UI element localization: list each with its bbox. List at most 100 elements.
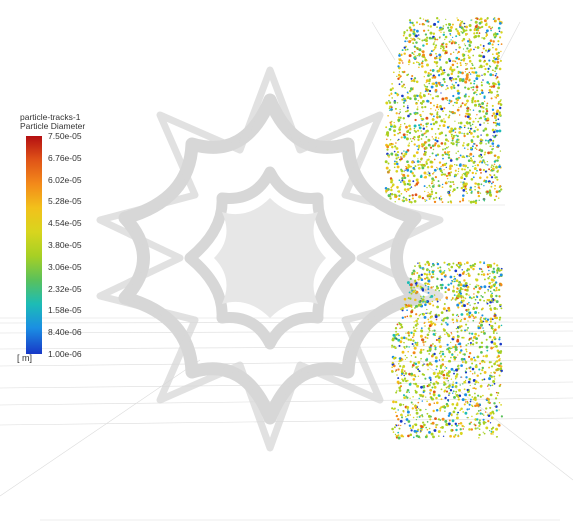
particle <box>429 155 431 158</box>
particle <box>432 263 435 267</box>
particle <box>477 273 480 275</box>
particle <box>466 192 468 195</box>
particle <box>412 166 415 170</box>
particle <box>475 413 478 415</box>
particle <box>406 109 409 112</box>
particle <box>431 330 433 332</box>
particle <box>445 166 447 169</box>
particle <box>471 101 474 104</box>
particle <box>471 415 473 418</box>
particle <box>450 72 454 76</box>
particle <box>481 51 484 54</box>
particle <box>465 102 468 105</box>
particle <box>435 61 439 64</box>
particle <box>447 153 451 157</box>
particle <box>495 286 498 290</box>
particle <box>446 424 449 427</box>
particle <box>444 148 447 150</box>
legend-tick-label: 6.02e-05 <box>48 174 82 185</box>
particle <box>430 276 434 279</box>
particle <box>422 29 426 32</box>
particle <box>412 62 415 65</box>
particle <box>491 104 494 107</box>
particle <box>474 103 477 107</box>
particle <box>415 434 419 438</box>
particle <box>474 424 477 427</box>
particle <box>453 127 457 131</box>
particle <box>417 146 420 149</box>
particle <box>465 348 468 351</box>
particle <box>462 295 464 297</box>
particle <box>492 56 496 60</box>
particle <box>405 137 409 141</box>
particle <box>450 157 452 160</box>
particle <box>428 197 431 200</box>
particle <box>431 97 435 100</box>
particle <box>492 84 496 88</box>
particle <box>437 108 440 111</box>
particle <box>428 431 431 434</box>
particle <box>486 117 490 120</box>
particle <box>442 157 444 160</box>
particle <box>478 298 482 302</box>
particle <box>395 414 399 418</box>
particle <box>398 360 401 363</box>
particle <box>426 199 428 201</box>
particle <box>489 307 492 310</box>
particle <box>433 75 437 79</box>
particle <box>466 285 470 289</box>
particle <box>432 333 436 336</box>
particle <box>411 79 414 82</box>
particle <box>436 116 439 119</box>
particle <box>469 73 472 75</box>
particle <box>428 302 432 306</box>
particle <box>474 46 477 49</box>
particle <box>468 355 471 358</box>
particle <box>452 286 455 289</box>
particle <box>426 268 429 272</box>
particle <box>433 158 436 161</box>
particle <box>461 79 465 83</box>
particle <box>489 85 491 88</box>
particle <box>411 407 414 410</box>
particle <box>482 359 485 362</box>
particle <box>454 169 457 172</box>
particle <box>409 87 413 91</box>
particle <box>499 150 502 152</box>
particle <box>431 185 435 188</box>
legend-tick-label: 8.40e-06 <box>48 327 82 338</box>
particle <box>438 29 441 32</box>
particle <box>458 114 461 116</box>
particle <box>395 391 398 394</box>
particle <box>471 123 474 126</box>
particle <box>497 17 501 21</box>
particle <box>407 434 410 438</box>
particle <box>498 325 501 328</box>
particle <box>454 345 457 349</box>
particle <box>415 178 419 182</box>
particle <box>430 190 434 194</box>
particle <box>476 93 478 96</box>
particle <box>455 373 459 376</box>
particle <box>481 378 484 381</box>
legend-title: particle-tracks-1 <box>20 112 81 122</box>
particle <box>420 163 424 167</box>
particle <box>497 392 500 394</box>
particle <box>415 182 419 186</box>
particle <box>414 404 417 407</box>
particle <box>423 171 427 175</box>
particle <box>428 172 431 175</box>
particle <box>459 409 461 412</box>
particle <box>478 59 482 63</box>
particle <box>492 167 495 171</box>
particle <box>445 174 449 178</box>
particle <box>479 318 482 321</box>
particle <box>491 59 495 63</box>
particle <box>393 346 397 349</box>
particle <box>473 317 475 319</box>
particle <box>475 199 478 202</box>
particle <box>440 197 443 200</box>
particle <box>447 151 449 153</box>
particle <box>435 52 437 55</box>
